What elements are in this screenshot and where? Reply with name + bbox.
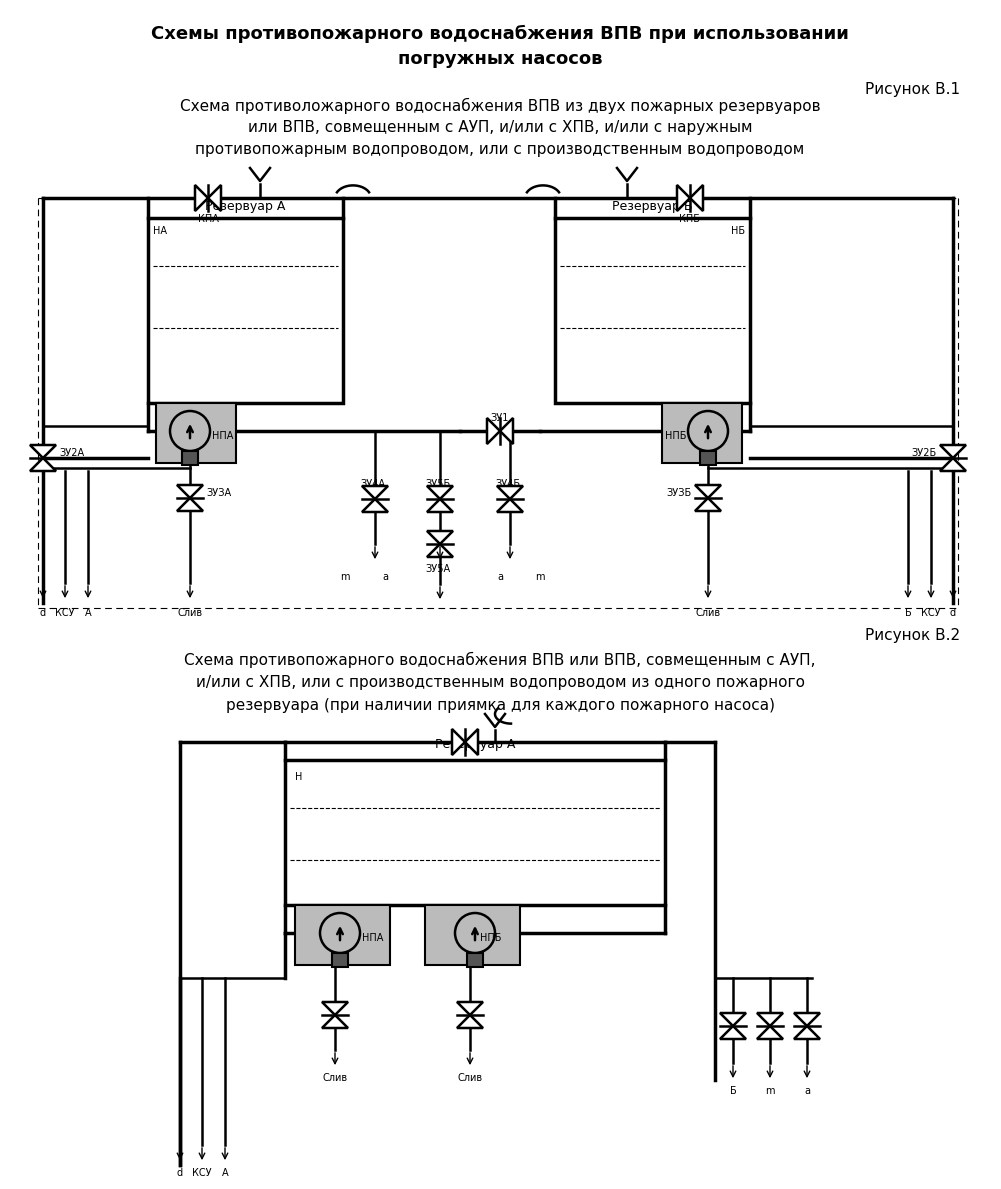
Polygon shape xyxy=(500,419,513,443)
Text: Резервуар Б: Резервуар Б xyxy=(612,200,693,213)
Polygon shape xyxy=(695,498,721,511)
Text: КСУ: КСУ xyxy=(921,608,941,618)
Text: НБ: НБ xyxy=(731,226,745,235)
Polygon shape xyxy=(427,545,453,556)
Polygon shape xyxy=(322,1015,348,1028)
Text: Резервуар А: Резервуар А xyxy=(205,200,285,213)
Bar xyxy=(285,760,665,905)
Text: Схема противоложарного водоснабжения ВПВ из двух пожарных резервуаров: Схема противоложарного водоснабжения ВПВ… xyxy=(180,97,820,114)
Text: ЗУ5А: ЗУ5А xyxy=(425,564,450,574)
Text: m: m xyxy=(536,572,545,581)
Text: ЗУ4А: ЗУ4А xyxy=(360,479,385,489)
Polygon shape xyxy=(757,1013,783,1026)
Bar xyxy=(467,954,483,967)
Polygon shape xyxy=(195,185,208,210)
Text: НПБ: НПБ xyxy=(665,430,686,441)
Text: А: А xyxy=(85,608,91,618)
Polygon shape xyxy=(30,445,56,458)
Text: a: a xyxy=(804,1086,810,1096)
Polygon shape xyxy=(720,1013,746,1026)
Polygon shape xyxy=(427,531,453,545)
Text: Схема противопожарного водоснабжения ВПВ или ВПВ, совмещенным с АУП,: Схема противопожарного водоснабжения ВПВ… xyxy=(184,652,816,668)
Polygon shape xyxy=(322,1002,348,1015)
Text: КСУ: КСУ xyxy=(192,1168,212,1178)
Text: Слив: Слив xyxy=(322,1072,347,1083)
Bar xyxy=(560,263,745,398)
Bar xyxy=(182,451,198,465)
Text: ЗУ4Б: ЗУ4Б xyxy=(495,479,521,489)
Bar xyxy=(662,403,742,463)
Text: КПА: КПА xyxy=(197,214,218,224)
Bar xyxy=(148,218,343,403)
Bar xyxy=(700,451,716,465)
Text: Рисунок В.1: Рисунок В.1 xyxy=(865,82,960,97)
Text: Слив: Слив xyxy=(457,1072,482,1083)
Text: Слив: Слив xyxy=(177,608,202,618)
Bar xyxy=(153,263,338,398)
Polygon shape xyxy=(497,486,523,499)
Text: противопожарным водопроводом, или с производственным водопроводом: противопожарным водопроводом, или с прои… xyxy=(195,141,805,157)
Text: m: m xyxy=(765,1086,775,1096)
Text: Н: Н xyxy=(295,772,302,782)
Bar xyxy=(290,805,660,898)
Text: d: d xyxy=(950,608,956,618)
Bar xyxy=(425,905,520,965)
Polygon shape xyxy=(30,458,56,471)
Text: Слив: Слив xyxy=(696,608,721,618)
Polygon shape xyxy=(362,486,388,499)
Text: погружных насосов: погружных насосов xyxy=(397,50,603,68)
Text: Резервуар А: Резервуар А xyxy=(434,738,516,751)
Polygon shape xyxy=(940,458,966,471)
Text: d: d xyxy=(40,608,46,618)
Polygon shape xyxy=(794,1013,820,1026)
Polygon shape xyxy=(690,185,703,210)
Text: или ВПВ, совмещенным с АУП, и/или с ХПВ, и/или с наружным: или ВПВ, совмещенным с АУП, и/или с ХПВ,… xyxy=(248,120,752,136)
Polygon shape xyxy=(940,445,966,458)
Text: НПА: НПА xyxy=(212,430,233,441)
Polygon shape xyxy=(427,486,453,499)
Text: a: a xyxy=(497,572,503,581)
Text: ЗУ2Б: ЗУ2Б xyxy=(912,448,937,458)
Text: А: А xyxy=(221,1168,228,1178)
Text: ЗУ5Б: ЗУ5Б xyxy=(425,479,450,489)
Bar xyxy=(555,218,750,403)
Text: НПА: НПА xyxy=(362,933,383,943)
Polygon shape xyxy=(465,729,478,755)
Polygon shape xyxy=(677,185,690,210)
Polygon shape xyxy=(794,1026,820,1039)
Text: ЗУЗА: ЗУЗА xyxy=(206,487,231,498)
Polygon shape xyxy=(757,1026,783,1039)
Polygon shape xyxy=(720,1026,746,1039)
Polygon shape xyxy=(497,499,523,512)
Text: ЗУ2А: ЗУ2А xyxy=(59,448,84,458)
Text: КПБ: КПБ xyxy=(680,214,701,224)
Text: Рисунок В.2: Рисунок В.2 xyxy=(865,628,960,643)
Polygon shape xyxy=(695,485,721,498)
Polygon shape xyxy=(457,1002,483,1015)
Text: ЗУ1: ЗУ1 xyxy=(490,413,510,423)
Polygon shape xyxy=(487,419,500,443)
Bar xyxy=(332,954,348,967)
Text: Б: Б xyxy=(905,608,911,618)
Bar xyxy=(295,905,390,965)
Polygon shape xyxy=(177,498,203,511)
Text: Б: Б xyxy=(730,1086,737,1096)
Text: НА: НА xyxy=(153,226,167,235)
Text: КСУ: КСУ xyxy=(55,608,75,618)
Polygon shape xyxy=(452,729,465,755)
Bar xyxy=(156,403,236,463)
Text: a: a xyxy=(382,572,388,581)
Text: ЗУЗБ: ЗУЗБ xyxy=(667,487,692,498)
Polygon shape xyxy=(457,1015,483,1028)
Polygon shape xyxy=(362,499,388,512)
Polygon shape xyxy=(177,485,203,498)
Text: Схемы противопожарного водоснабжения ВПВ при использовании: Схемы противопожарного водоснабжения ВПВ… xyxy=(151,25,849,43)
Text: НПБ: НПБ xyxy=(480,933,502,943)
Text: m: m xyxy=(340,572,349,581)
Text: d: d xyxy=(177,1168,183,1178)
Text: и/или с ХПВ, или с производственным водопроводом из одного пожарного: и/или с ХПВ, или с производственным водо… xyxy=(195,675,805,690)
Polygon shape xyxy=(427,499,453,512)
Polygon shape xyxy=(208,185,221,210)
Text: резервуара (при наличии приямка для каждого пожарного насоса): резервуара (при наличии приямка для кажд… xyxy=(225,698,775,713)
